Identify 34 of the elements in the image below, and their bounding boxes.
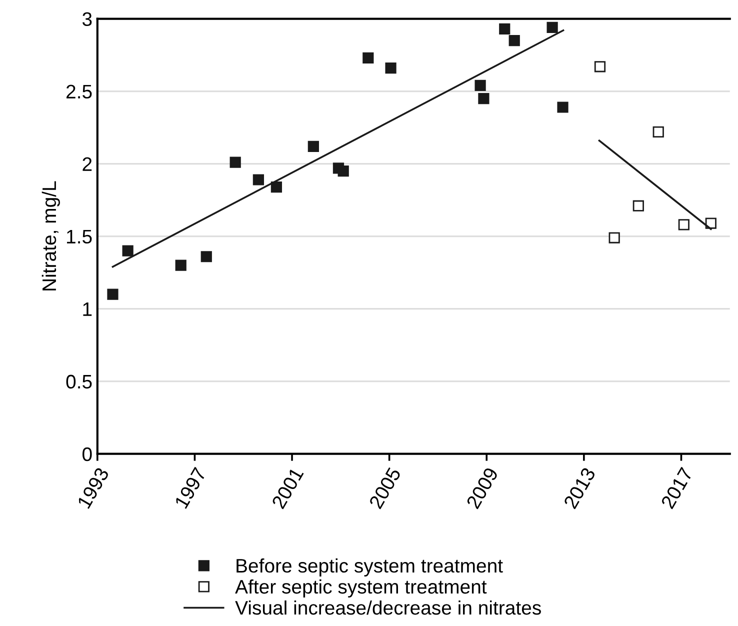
point bbox=[499, 23, 510, 34]
y-tick-label: 0 bbox=[82, 447, 92, 462]
y-tick-label: 0.5 bbox=[66, 374, 92, 389]
point bbox=[270, 181, 282, 193]
point bbox=[608, 232, 620, 244]
point bbox=[594, 61, 606, 72]
point bbox=[252, 174, 264, 186]
y-tick-label: 2 bbox=[82, 157, 92, 171]
point bbox=[652, 126, 664, 138]
point bbox=[678, 219, 690, 230]
point bbox=[122, 245, 134, 256]
legend-label: After septic system treatment bbox=[235, 579, 487, 598]
point bbox=[308, 140, 319, 152]
point bbox=[632, 200, 644, 212]
point bbox=[508, 34, 520, 46]
point bbox=[474, 80, 486, 92]
point bbox=[546, 22, 558, 34]
point bbox=[338, 166, 349, 177]
point bbox=[107, 288, 118, 300]
y-axis-title: Nitrate, mg/L bbox=[42, 181, 60, 290]
point bbox=[478, 92, 490, 104]
legend-label: Visual increase/decrease in nitrates bbox=[235, 600, 541, 615]
point bbox=[175, 260, 186, 271]
y-tick-label: 2.5 bbox=[66, 84, 92, 99]
point bbox=[200, 251, 212, 262]
point bbox=[230, 156, 241, 168]
y-tick-label: 1 bbox=[83, 302, 92, 316]
legend-label: Before septic system treatment bbox=[236, 558, 503, 576]
y-tick-label: 3 bbox=[82, 12, 92, 26]
y-tick-label: 1.5 bbox=[67, 230, 92, 244]
point bbox=[362, 52, 374, 64]
point bbox=[557, 102, 568, 113]
point bbox=[385, 62, 396, 74]
point bbox=[705, 218, 716, 229]
